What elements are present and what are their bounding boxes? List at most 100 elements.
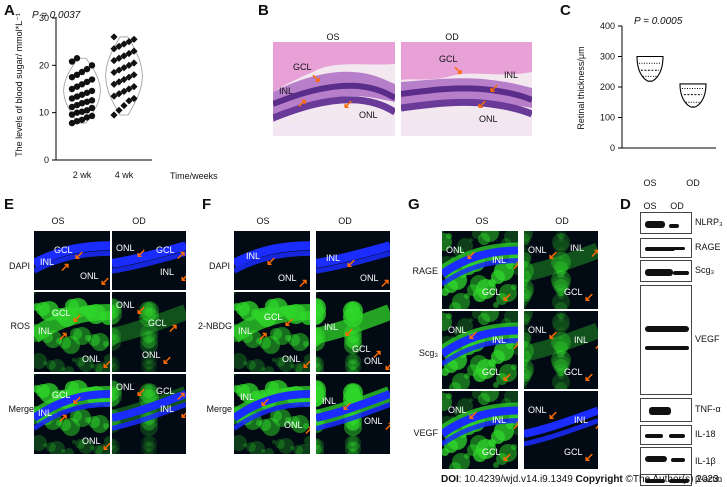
dapi-layer <box>524 406 598 438</box>
layer-label-gcl: GCL <box>156 386 175 396</box>
dapi-layer <box>442 326 518 358</box>
layer-label-gcl: GCL <box>148 318 167 328</box>
arrow-icon: ↙ <box>344 325 355 339</box>
y-tick-label: 20 <box>39 60 49 70</box>
data-point <box>125 85 133 93</box>
fluorescence-speck <box>112 363 117 372</box>
layer-label-onl: ONL <box>528 405 547 415</box>
fluorescence-speck <box>145 385 153 393</box>
layer-label-gcl: GCL <box>264 312 283 322</box>
fluorescence-speck <box>78 438 94 454</box>
fluorescence-image: ONL↙INL↗GCL↙ <box>442 311 518 389</box>
fluorescence-speck <box>524 231 532 245</box>
layer-label-inl: INL <box>322 396 337 406</box>
data-point <box>73 117 81 125</box>
green-layer <box>34 304 110 343</box>
fluorescence-speck <box>75 439 85 449</box>
fluorescence-speck <box>61 449 65 453</box>
fluorescence-speck <box>316 445 321 454</box>
dapi-layer <box>442 418 518 447</box>
chart-c: 0 100 200 300 400 P = 0.0005 Retinal thickness… <box>576 16 716 188</box>
dapi-layer <box>316 402 390 431</box>
arrow-icon: ↗ <box>380 276 390 290</box>
layer-label-inl: INL <box>246 251 261 261</box>
fluorescence-speck <box>112 446 114 450</box>
fluorescence-speck <box>290 446 294 450</box>
fluorescence-speck <box>296 444 310 454</box>
fluorescence-image: GCL ↙ INL ↗ ONL ↙ <box>234 292 310 372</box>
fluorescence-speck <box>140 330 158 348</box>
fluorescence-image: ONL↙INL↗GCL↙ <box>524 231 598 309</box>
fluorescence-speck <box>316 446 318 450</box>
fluorescence-speck <box>348 436 358 446</box>
fluorescence-speck <box>496 453 508 465</box>
fluorescence-speck <box>143 331 155 343</box>
fluorescence-speck <box>141 359 157 372</box>
fluorescence-speck <box>348 360 358 370</box>
fluorescence-speck <box>234 385 241 393</box>
arrow-icon: ↙ <box>584 370 595 384</box>
arrow-icon: ↘ <box>453 63 464 77</box>
col-label-os-b: OS <box>326 32 340 42</box>
fluorescence-speck <box>524 313 530 325</box>
layer-label-onl: ONL <box>448 325 467 335</box>
fluorescence-speck <box>493 302 499 308</box>
arrow-icon: ↙ <box>180 407 186 421</box>
fluorescence-speck <box>112 299 119 313</box>
fluorescence-speck <box>442 311 444 313</box>
layer-label-onl: ONL <box>282 354 301 364</box>
blot-strip <box>640 474 692 486</box>
x-tick-label: OS <box>643 178 656 188</box>
fluorescence-speck <box>112 292 114 294</box>
data-point <box>73 101 81 109</box>
layer-label-inl: INL <box>574 415 589 425</box>
fluorescence-speck <box>104 436 110 446</box>
fluorescence-speck <box>316 364 318 368</box>
fluorescence-speck <box>243 361 247 365</box>
arrow-icon: ↙ <box>102 439 110 453</box>
layer-label-gcl: GCL <box>52 390 71 400</box>
data-point <box>130 59 138 67</box>
fluorescence-speck <box>139 307 159 327</box>
panel-label-c: C <box>560 2 571 19</box>
fluorescence-speck <box>493 462 499 468</box>
data-point <box>88 87 96 95</box>
layer-label-inl: INL <box>38 408 53 418</box>
layer-label-inl: INL <box>324 322 339 332</box>
data-point <box>73 55 81 62</box>
chart-a: 0 10 20 30P = 0.0037 The levels of blood sug… <box>14 10 218 181</box>
fluorescence-speck <box>556 265 566 275</box>
arrow-icon: ↗ <box>298 276 309 290</box>
arrow-icon: ↙ <box>343 97 354 111</box>
fluorescence-speck <box>144 448 154 454</box>
x-tick-label: OD <box>686 178 700 188</box>
data-point <box>88 62 96 69</box>
fluorescence-speck <box>146 332 152 338</box>
fluorescence-speck <box>469 238 473 242</box>
data-point <box>125 61 133 69</box>
panel-label-d: D <box>620 196 631 213</box>
layer-label-onl: ONL <box>82 436 101 446</box>
fluorescence-speck <box>64 448 74 454</box>
fluorescence-speck <box>264 366 274 372</box>
fluorescence-speck <box>316 363 321 372</box>
data-point <box>125 38 133 46</box>
fluorescence-speck <box>524 261 534 281</box>
fluorescence-speck <box>524 238 529 248</box>
data-point <box>68 95 76 102</box>
fluorescence-image: INL ↙ ONL ↗ <box>234 374 310 454</box>
layer-label-inl: INL <box>160 267 175 277</box>
fluorescence-speck <box>112 438 120 454</box>
fluorescence-image: ONL↙INL↗GCL↙ <box>442 391 518 469</box>
fluorescence-image: ONL ↙ GCL ↗ ONL ↙ <box>112 292 186 372</box>
arrow-icon: ↙ <box>384 359 390 372</box>
fluorescence-speck <box>141 353 157 369</box>
fluorescence-speck <box>524 341 528 349</box>
fluorescence-speck <box>140 418 158 436</box>
fluorescence-speck <box>234 303 241 311</box>
fluorescence-speck <box>243 443 247 447</box>
green-layer <box>524 322 598 362</box>
fluorescence-speck <box>112 388 116 396</box>
fluorescence-speck <box>512 425 518 435</box>
fluorescence-speck <box>304 436 310 446</box>
